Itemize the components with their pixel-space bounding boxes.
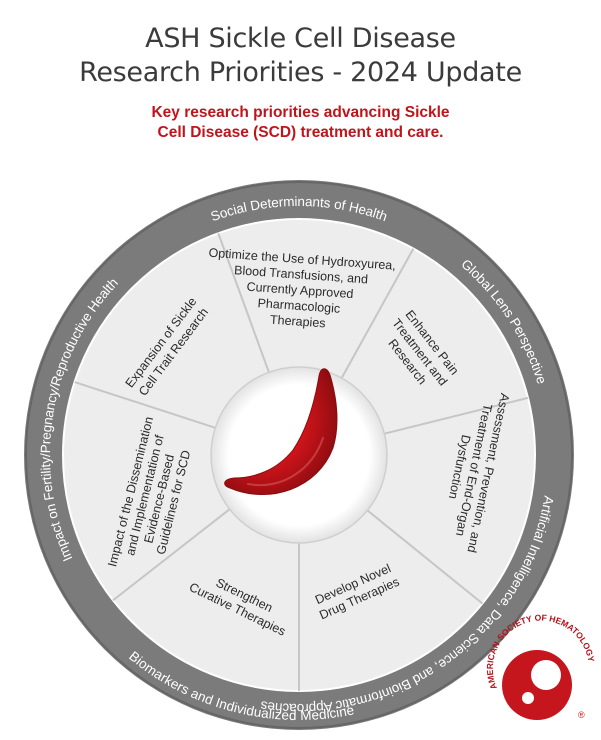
segment-divider <box>217 232 270 373</box>
segment-divider <box>112 508 231 602</box>
priority-segment-label: Optimize the Use of Hydroxyurea,Blood Tr… <box>204 246 396 335</box>
page-title: ASH Sickle Cell Disease Research Priorit… <box>0 22 601 90</box>
segment-divider <box>384 396 529 435</box>
logo-registered-mark: ® <box>578 710 585 720</box>
segment-divider <box>366 509 484 605</box>
page-subtitle: Key research priorities advancing Sickle… <box>0 103 601 143</box>
sickle-cell-icon <box>224 368 338 496</box>
title-line-2: Research Priorities - 2024 Update <box>79 57 522 88</box>
logo-cell-small <box>522 692 534 704</box>
segment-divider <box>340 248 415 379</box>
subtitle-line-1: Key research priorities advancing Sickle <box>151 104 450 121</box>
outer-ring-edge <box>25 181 573 729</box>
segment-divider <box>74 381 216 429</box>
title-line-1: ASH Sickle Cell Disease <box>145 23 456 54</box>
logo-cell-large <box>531 660 561 690</box>
subtitle-line-2: Cell Disease (SCD) treatment and care. <box>157 124 444 141</box>
